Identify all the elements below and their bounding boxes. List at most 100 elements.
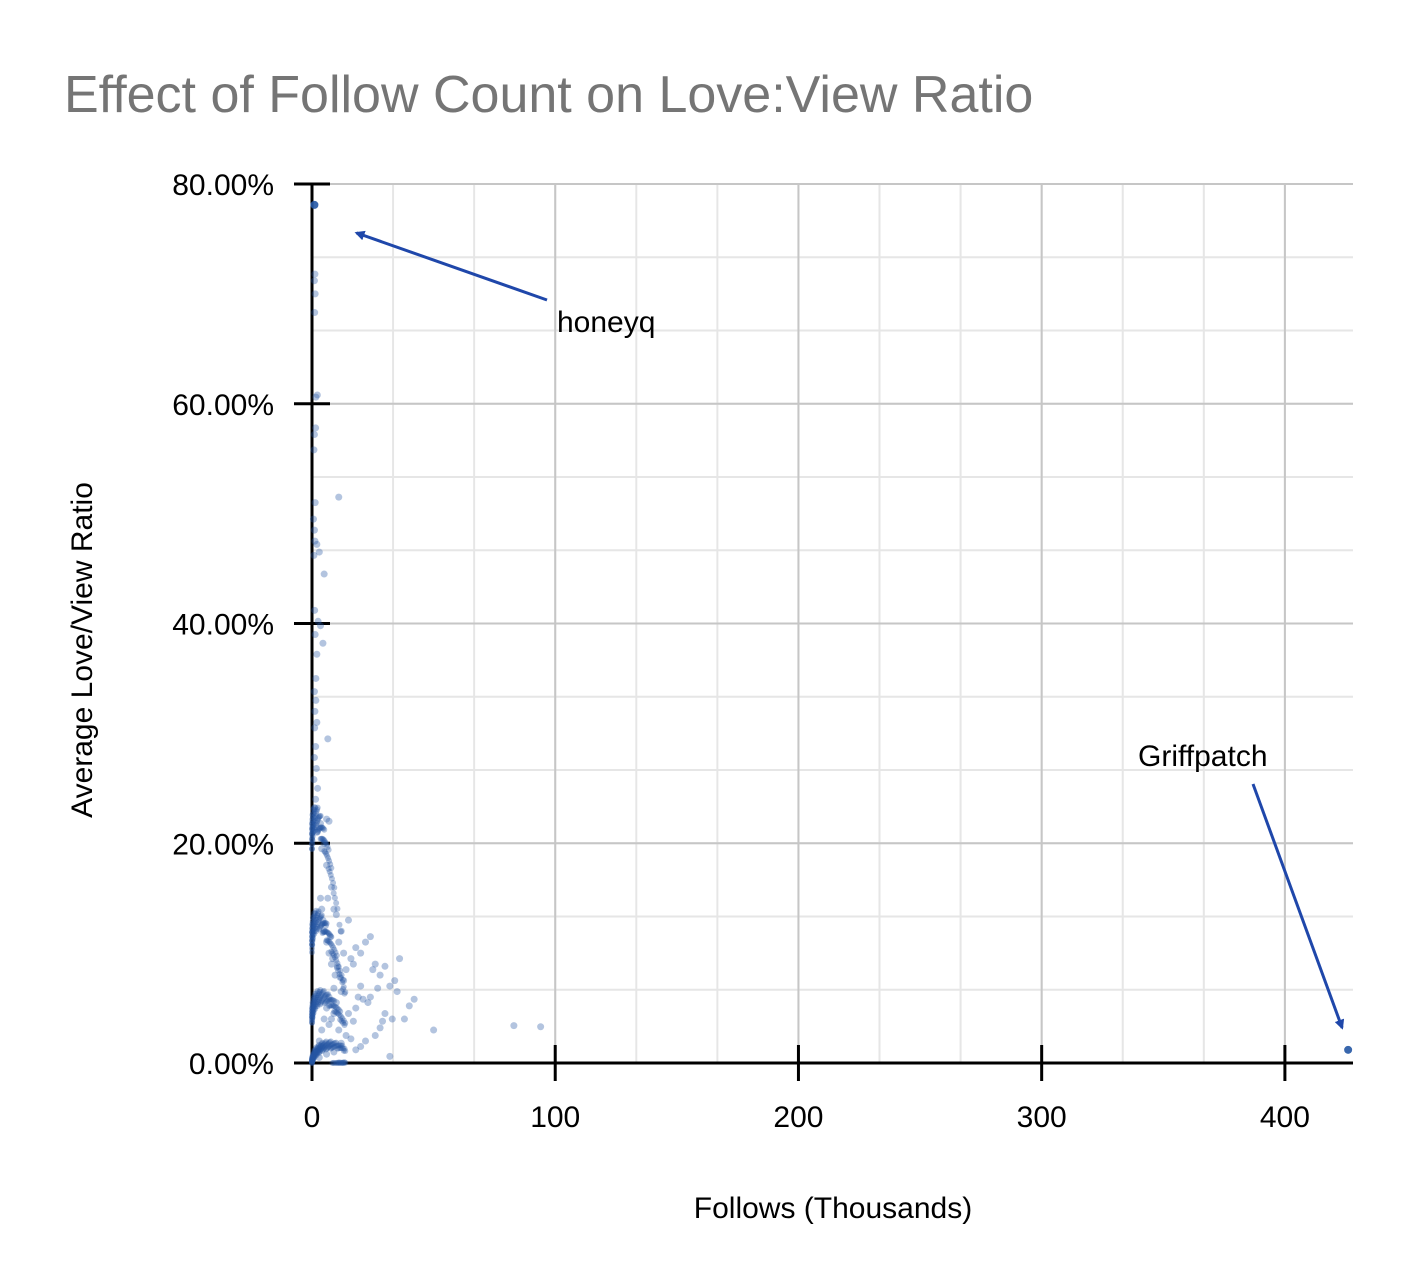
data-point <box>310 526 318 534</box>
data-point <box>330 944 337 951</box>
data-point <box>340 949 348 957</box>
data-point <box>312 674 320 682</box>
data-point <box>537 1023 545 1031</box>
data-point <box>309 1055 316 1062</box>
data-point <box>310 277 318 285</box>
data-point <box>324 1041 331 1048</box>
data-point <box>316 988 323 995</box>
data-point <box>319 1039 326 1046</box>
data-point <box>311 1048 318 1055</box>
data-point <box>309 918 316 925</box>
x-axis-label: Follows (Thousands) <box>694 1192 972 1225</box>
data-point <box>332 911 340 919</box>
data-point <box>335 1010 342 1017</box>
data-point <box>313 828 321 836</box>
data-point <box>335 1045 342 1052</box>
data-point <box>310 928 317 935</box>
data-point <box>313 821 320 828</box>
honeyq-arrow <box>354 230 548 302</box>
data-point <box>340 1047 347 1054</box>
data-point <box>332 1043 339 1050</box>
data-point <box>315 1050 322 1057</box>
data-point <box>352 1004 360 1012</box>
data-point <box>309 820 316 827</box>
data-point <box>309 829 316 836</box>
annotations: honeyq Griffpatch <box>354 230 1345 1030</box>
data-point <box>330 879 337 886</box>
data-point <box>322 1039 329 1046</box>
data-point <box>430 1026 438 1034</box>
data-point <box>309 1008 316 1015</box>
data-point <box>315 548 323 556</box>
data-point <box>322 993 329 1000</box>
x-tick-label: 200 <box>773 1101 823 1134</box>
data-point <box>327 1015 335 1023</box>
data-point <box>341 1059 348 1066</box>
data-point <box>313 540 321 548</box>
data-point <box>310 1007 317 1014</box>
data-point <box>309 941 316 948</box>
data-point <box>386 982 394 990</box>
data-point <box>344 916 352 924</box>
data-point <box>309 1005 316 1012</box>
data-point <box>334 1005 341 1012</box>
data-point <box>312 743 320 751</box>
data-point <box>340 1017 347 1024</box>
data-point <box>309 914 316 921</box>
data-point <box>314 1049 321 1056</box>
data-point <box>311 919 318 926</box>
data-point <box>310 1003 317 1010</box>
data-point <box>312 990 319 997</box>
data-point <box>320 1042 327 1049</box>
data-point <box>327 861 334 868</box>
data-point <box>330 1059 337 1066</box>
data-point <box>309 841 316 848</box>
data-point <box>309 1057 316 1064</box>
data-point <box>309 1056 316 1063</box>
data-point <box>312 795 320 803</box>
data-point <box>309 922 316 929</box>
data-point <box>312 913 319 920</box>
data-point <box>340 1019 347 1026</box>
data-point <box>311 499 319 507</box>
data-point <box>312 696 320 704</box>
data-point <box>333 1042 340 1049</box>
data-point <box>336 1011 343 1018</box>
x-tick-label: 400 <box>1260 1101 1310 1134</box>
data-point <box>320 836 327 843</box>
data-point <box>309 1056 316 1063</box>
data-point <box>328 864 335 871</box>
data-point <box>314 829 321 836</box>
data-point <box>310 1000 317 1007</box>
data-point <box>312 997 319 1004</box>
data-point <box>347 1035 355 1043</box>
data-point <box>333 1004 340 1011</box>
data-point <box>352 944 360 952</box>
data-point <box>309 1014 316 1021</box>
chart-title: Effect of Follow Count on Love:View Rati… <box>64 66 1033 124</box>
data-point <box>328 1002 335 1009</box>
data-point <box>309 845 315 852</box>
data-point <box>317 894 325 902</box>
data-point <box>320 987 327 994</box>
data-point <box>337 1045 344 1052</box>
data-point <box>337 1013 344 1020</box>
data-point <box>333 1059 340 1066</box>
data-point <box>329 1060 336 1066</box>
griffpatch-arrow <box>1251 783 1345 1030</box>
data-point <box>309 1058 316 1065</box>
data-point <box>309 845 316 852</box>
data-point <box>309 1019 316 1026</box>
data-point <box>352 1046 360 1054</box>
data-point <box>311 1002 318 1009</box>
data-point <box>379 1017 387 1025</box>
data-point <box>309 937 316 944</box>
data-point <box>341 1045 348 1052</box>
data-point <box>325 991 332 998</box>
data-point <box>342 966 350 974</box>
data-point <box>333 957 340 964</box>
data-point <box>309 927 316 934</box>
data-point <box>319 921 326 928</box>
data-point <box>324 843 331 850</box>
data-point <box>311 924 318 931</box>
